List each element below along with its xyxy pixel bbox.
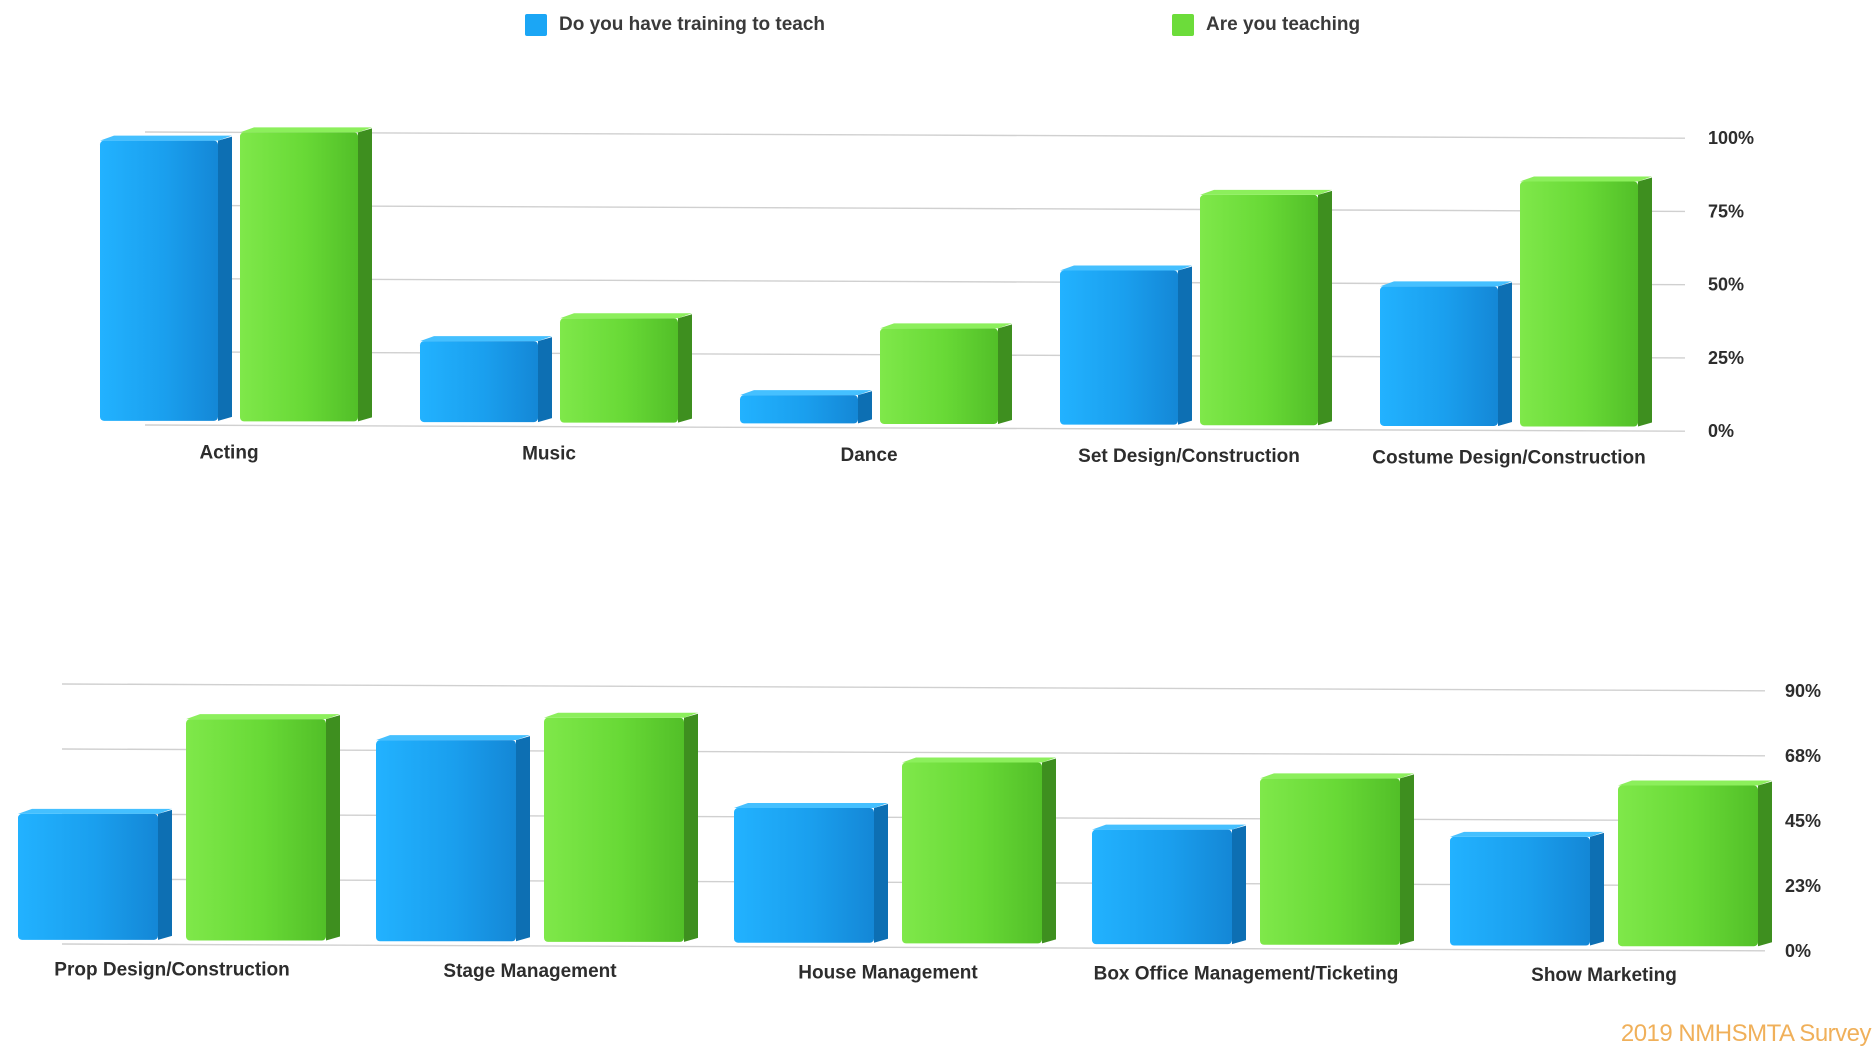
bar-top-training-stage-management xyxy=(376,735,530,741)
bar-training-set-design-construction xyxy=(1060,270,1178,425)
bar-side-training-box-office-management-ticketing xyxy=(1232,825,1246,945)
gridline xyxy=(144,131,1686,139)
bar-side-training-dance xyxy=(858,391,872,424)
category-label-show-marketing: Show Marketing xyxy=(1531,965,1677,986)
bar-training-music xyxy=(420,341,538,423)
y-tick-label: 23% xyxy=(1785,876,1821,896)
legend-swatch-training xyxy=(525,14,547,36)
y-tick-label: 75% xyxy=(1708,201,1744,221)
bar-teaching-prop-design-construction xyxy=(186,719,326,941)
bar-side-training-stage-management xyxy=(516,736,530,942)
bar-side-training-show-marketing xyxy=(1590,832,1604,946)
bar-top-teaching-set-design-construction xyxy=(1200,189,1332,195)
gridline xyxy=(144,424,1686,432)
bar-top-teaching-stage-management xyxy=(544,712,698,718)
survey-source-note: 2019 NMHSMTA Survey xyxy=(1620,1020,1872,1047)
chart-legend: Do you have training to teach Are you te… xyxy=(0,14,1875,54)
category-label-acting: Acting xyxy=(199,442,258,463)
bar-top-training-set-design-construction xyxy=(1060,265,1192,271)
bar-top-teaching-music xyxy=(560,313,692,319)
bar-training-dance xyxy=(740,395,858,424)
bar-training-stage-management xyxy=(376,740,516,942)
y-tick-label: 68% xyxy=(1785,746,1821,766)
y-tick-label: 100% xyxy=(1708,128,1754,148)
bar-teaching-house-management xyxy=(902,762,1042,944)
bar-top-training-show-marketing xyxy=(1450,831,1604,837)
legend-swatch-teaching xyxy=(1172,14,1194,36)
y-tick-label: 0% xyxy=(1785,941,1811,961)
bar-side-teaching-stage-management xyxy=(684,713,698,942)
category-label-box-office-management-ticketing: Box Office Management/Ticketing xyxy=(1094,964,1399,985)
bar-top-training-acting xyxy=(100,135,232,141)
gridline xyxy=(61,748,1766,757)
bar-training-box-office-management-ticketing xyxy=(1092,829,1232,945)
gridline xyxy=(61,943,1766,952)
bar-side-teaching-costume-design-construction xyxy=(1638,177,1652,427)
bar-side-teaching-house-management xyxy=(1042,758,1056,944)
bar-side-training-prop-design-construction xyxy=(158,809,172,940)
gridline xyxy=(144,204,1686,213)
bar-side-teaching-set-design-construction xyxy=(1318,190,1332,426)
category-label-set-design-construction: Set Design/Construction xyxy=(1078,446,1300,467)
bar-training-show-marketing xyxy=(1450,836,1590,946)
bar-top-teaching-box-office-management-ticketing xyxy=(1260,773,1414,779)
bar-teaching-acting xyxy=(240,132,358,422)
bar-top-training-box-office-management-ticketing xyxy=(1092,824,1246,830)
bar-side-training-music xyxy=(538,337,552,423)
category-label-costume-design-construction: Costume Design/Construction xyxy=(1372,447,1645,468)
bar-training-prop-design-construction xyxy=(18,813,158,940)
legend-item-teaching: Are you teaching xyxy=(1172,14,1360,36)
bar-top-training-house-management xyxy=(734,803,888,809)
bar-top-teaching-prop-design-construction xyxy=(186,714,340,720)
legend-item-training: Do you have training to teach xyxy=(525,14,825,36)
legend-label-training: Do you have training to teach xyxy=(559,14,826,35)
bar-side-teaching-show-marketing xyxy=(1758,781,1772,947)
bar-teaching-music xyxy=(560,318,678,423)
bar-top-teaching-costume-design-construction xyxy=(1520,176,1652,182)
bar-side-training-set-design-construction xyxy=(1178,266,1192,425)
bar-training-house-management xyxy=(734,808,874,943)
y-tick-label: 25% xyxy=(1708,348,1744,368)
bar-top-training-prop-design-construction xyxy=(18,808,172,814)
bar-side-training-costume-design-construction xyxy=(1498,282,1512,426)
bar-side-teaching-music xyxy=(678,314,692,423)
bar-training-acting xyxy=(100,140,218,421)
bar-training-costume-design-construction xyxy=(1380,286,1498,426)
bar-teaching-dance xyxy=(880,328,998,424)
bar-top-teaching-show-marketing xyxy=(1618,780,1772,786)
bar-top-training-music xyxy=(420,336,552,342)
bar-top-training-costume-design-construction xyxy=(1380,281,1512,287)
bar-side-teaching-prop-design-construction xyxy=(326,715,340,941)
chart-top: 0% 25% 50% 75% 100% Acting Music Dance Set Desig… xyxy=(100,127,1754,468)
category-label-music: Music xyxy=(522,444,576,465)
bar-side-training-acting xyxy=(218,136,232,421)
legend-label-teaching: Are you teaching xyxy=(1206,14,1361,35)
bar-top-teaching-dance xyxy=(880,323,1012,329)
bar-top-teaching-house-management xyxy=(902,757,1056,763)
category-label-house-management: House Management xyxy=(798,962,978,983)
category-label-stage-management: Stage Management xyxy=(443,961,617,982)
category-label-prop-design-construction: Prop Design/Construction xyxy=(54,959,289,980)
gridline xyxy=(61,683,1766,692)
bar-teaching-stage-management xyxy=(544,717,684,942)
chart-bottom: 0% 23% 45% 68% 90% Prop Design/Construction St… xyxy=(18,681,1821,986)
bar-side-training-house-management xyxy=(874,804,888,943)
bar-teaching-costume-design-construction xyxy=(1520,181,1638,427)
bar-top-training-dance xyxy=(740,390,872,396)
bar-top-teaching-acting xyxy=(240,127,372,133)
y-tick-label: 45% xyxy=(1785,811,1821,831)
bar-side-teaching-acting xyxy=(358,128,372,422)
category-label-dance: Dance xyxy=(840,445,897,466)
y-tick-label: 50% xyxy=(1708,275,1744,295)
y-tick-label: 0% xyxy=(1708,421,1734,441)
bar-side-teaching-box-office-management-ticketing xyxy=(1400,774,1414,945)
bar-teaching-set-design-construction xyxy=(1200,194,1318,426)
y-tick-label: 90% xyxy=(1785,681,1821,701)
bar-side-teaching-dance xyxy=(998,324,1012,424)
bar-teaching-show-marketing xyxy=(1618,785,1758,947)
bar-teaching-box-office-management-ticketing xyxy=(1260,778,1400,945)
